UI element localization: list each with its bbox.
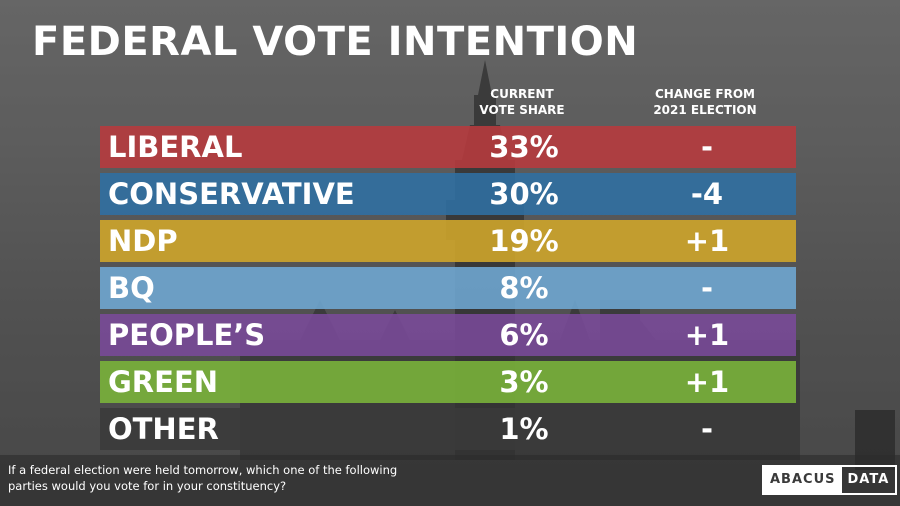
- change-from-2021: +1: [684, 224, 730, 258]
- footnote-line2: parties would you vote for in your const…: [8, 479, 287, 493]
- vote-share: 33%: [489, 130, 559, 164]
- change-from-2021: +1: [684, 318, 730, 352]
- abacus-data-logo: ABACUS DATA: [762, 465, 898, 495]
- change-from-2021: -: [700, 271, 714, 305]
- party-rows: LIBERAL 33% - CONSERVATIVE 30% -4 NDP 19…: [100, 126, 796, 455]
- vote-share: 6%: [499, 318, 549, 352]
- column-header-current-vote-share: CURRENT VOTE SHARE: [462, 86, 582, 118]
- party-row-peoples: PEOPLE’S 6% +1: [100, 314, 796, 356]
- party-name: CONSERVATIVE: [108, 177, 355, 211]
- party-row-green: GREEN 3% +1: [100, 361, 796, 403]
- vote-share: 3%: [499, 365, 549, 399]
- change-from-2021: -: [700, 130, 714, 164]
- party-name: OTHER: [108, 412, 219, 446]
- party-row-bq: BQ 8% -: [100, 267, 796, 309]
- column-header-share-line2: VOTE SHARE: [479, 103, 565, 117]
- change-from-2021: -4: [690, 177, 724, 211]
- survey-question-footnote: If a federal election were held tomorrow…: [8, 462, 528, 494]
- party-row-other: OTHER 1% -: [100, 408, 796, 450]
- column-header-change-line1: CHANGE FROM: [655, 87, 755, 101]
- footnote-line1: If a federal election were held tomorrow…: [8, 463, 398, 477]
- vote-share: 19%: [489, 224, 559, 258]
- party-row-liberal: LIBERAL 33% -: [100, 126, 796, 168]
- vote-share: 8%: [499, 271, 549, 305]
- party-row-conservative: CONSERVATIVE 30% -4: [100, 173, 796, 215]
- page-title: FEDERAL VOTE INTENTION: [32, 19, 639, 65]
- column-header-share-line1: CURRENT: [490, 87, 554, 101]
- column-header-change-line2: 2021 ELECTION: [653, 103, 757, 117]
- party-name: LIBERAL: [108, 130, 243, 164]
- logo-part-data: DATA: [847, 472, 890, 487]
- party-name: BQ: [108, 271, 155, 305]
- logo-part-abacus: ABACUS: [764, 467, 842, 493]
- vote-share: 30%: [489, 177, 559, 211]
- party-name: NDP: [108, 224, 178, 258]
- party-name: GREEN: [108, 365, 219, 399]
- column-header-change-from-2021: CHANGE FROM 2021 ELECTION: [645, 86, 765, 118]
- party-name: PEOPLE’S: [108, 318, 266, 352]
- vote-share: 1%: [499, 412, 549, 446]
- party-row-ndp: NDP 19% +1: [100, 220, 796, 262]
- change-from-2021: -: [700, 412, 714, 446]
- change-from-2021: +1: [684, 365, 730, 399]
